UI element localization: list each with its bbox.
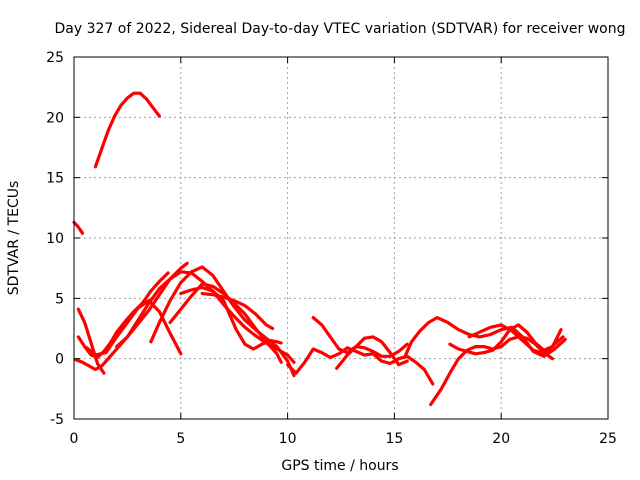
x-tick-label-3: 15 [385, 431, 403, 447]
x-tick-label-0: 0 [70, 431, 79, 447]
series-line-arc-14 [335, 342, 409, 370]
y-axis-label: SDTVAR / TECUs [6, 181, 22, 296]
series-line-arc-11 [200, 291, 275, 331]
x-tick-label-4: 20 [492, 431, 510, 447]
series-line-arc-5 [76, 307, 106, 375]
series-line-arc-13 [311, 316, 409, 367]
series-line-arc-2 [72, 220, 85, 235]
y-tick-label-2: 5 [55, 291, 64, 307]
series-line-arc-18 [467, 323, 565, 356]
axis-ticks: 0 5 10 15 20 25 -5 0 5 10 15 20 25 [46, 50, 617, 447]
x-tick-label-5: 25 [599, 431, 617, 447]
y-tick-label-4: 15 [46, 171, 64, 187]
y-tick-label-5: 20 [46, 110, 64, 126]
series-line-arc-4 [76, 271, 170, 360]
x-tick-label-2: 10 [279, 431, 297, 447]
series-line-arc-8 [149, 265, 296, 378]
chart-title: Day 327 of 2022, Sidereal Day-to-day VTE… [55, 21, 626, 37]
y-tick-label-1: 0 [55, 352, 64, 368]
series-line-arc-12 [286, 346, 435, 386]
y-tick-label-6: 25 [46, 50, 64, 66]
y-tick-label-3: 10 [46, 231, 64, 247]
x-tick-label-1: 5 [176, 431, 185, 447]
x-axis-label: GPS time / hours [281, 458, 398, 474]
y-tick-label-0: -5 [50, 412, 64, 428]
grid [74, 57, 608, 419]
series-line-arc-1 [93, 91, 161, 169]
series-line-arc-16 [429, 335, 555, 407]
series-line-arc-6 [85, 299, 183, 357]
series-line-arc-17 [448, 323, 563, 356]
series-line-arc-10 [179, 285, 283, 351]
data-series [72, 91, 567, 407]
